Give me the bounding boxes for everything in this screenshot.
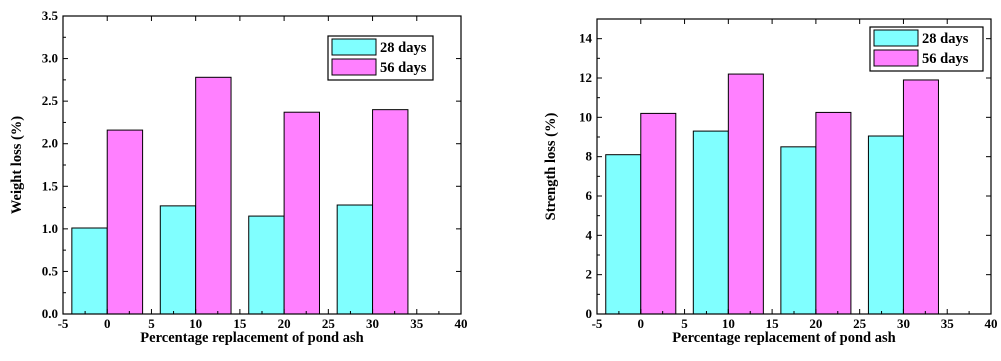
bar-28-days-0 — [71, 227, 108, 315]
x-tick-label: -5 — [58, 316, 69, 331]
y-tick-label: 0 — [586, 306, 593, 321]
x-tick-label: -5 — [592, 316, 603, 331]
y-tick-label: 3.0 — [42, 51, 58, 66]
x-tick-label: 15 — [233, 316, 247, 331]
chart-panel-2: -5 0 5 10 15 20 25 30 35 4002468101214Percentage … — [543, 18, 998, 346]
legend-swatch-28-days — [331, 38, 377, 56]
y-tick-label: 14 — [579, 31, 593, 46]
legend-swatch-56-days — [331, 58, 377, 76]
bar-28-days-10 — [159, 205, 197, 315]
x-tick-label: 15 — [766, 316, 780, 331]
legend-label-28-days: 28 days — [380, 40, 427, 56]
y-tick-label: 12 — [579, 70, 592, 85]
y-tick-label: 3.5 — [42, 8, 59, 23]
bar-56-days-20 — [283, 111, 320, 315]
x-tick-label: 35 — [410, 316, 424, 331]
bar-56-days-30 — [902, 79, 939, 315]
bar-28-days-20 — [248, 215, 285, 315]
y-tick-label: 2 — [586, 267, 593, 282]
y-tick-label: 4 — [586, 227, 593, 242]
x-tick-label: 10 — [189, 316, 202, 331]
bar-56-days-0 — [106, 129, 144, 315]
x-tick-label: 25 — [322, 316, 336, 331]
y-tick-label: 2.5 — [42, 93, 59, 108]
y-tick-label: 0.5 — [42, 263, 59, 278]
y-tick-label: 10 — [579, 109, 592, 124]
x-tick-label: 20 — [809, 316, 822, 331]
bar-28-days-30 — [336, 204, 374, 315]
x-tick-label: 5 — [681, 316, 688, 331]
bar-56-days-10 — [195, 76, 232, 315]
chart-panel-1: -5 0 5 10 15 20 25 30 35 40 0.0 0.5 1.0 1.5 2.0 2.5 3.0 3… — [9, 8, 468, 346]
x-tick-label: 35 — [941, 316, 955, 331]
bar-28-days-0 — [605, 154, 642, 315]
legend-label-28-days: 28 days — [922, 31, 969, 47]
x-tick-label: 40 — [455, 316, 468, 331]
y-tick-label: 1.5 — [42, 178, 59, 193]
y-tick-label: 8 — [586, 149, 593, 164]
legend-swatch-28-days — [873, 29, 919, 47]
y-axis-label: Strength loss (%) — [543, 112, 559, 220]
y-tick-label: 0.0 — [42, 306, 58, 321]
bar-28-days-10 — [692, 130, 729, 315]
x-axis-label: Percentage replacement of pond ash — [672, 330, 895, 346]
legend: 28 days 56 days — [869, 26, 984, 72]
bar-56-days-30 — [372, 109, 409, 315]
x-tick-label: 0 — [104, 316, 111, 331]
x-tick-label: 0 — [638, 316, 645, 331]
legend: 28 days 56 days — [327, 35, 434, 81]
legend-label-56-days: 56 days — [380, 60, 427, 76]
x-tick-label: 30 — [897, 316, 910, 331]
x-tick-label: 40 — [985, 316, 998, 331]
x-tick-label: 30 — [366, 316, 379, 331]
x-tick-label: 5 — [148, 316, 155, 331]
x-tick-label: 10 — [722, 316, 735, 331]
bar-28-days-30 — [867, 135, 904, 315]
bar-28-days-20 — [780, 146, 817, 315]
y-axis-label: Weight loss (%) — [9, 116, 25, 214]
y-tick-label: 6 — [586, 188, 593, 203]
bar-56-days-10 — [727, 73, 764, 315]
x-tick-label: 20 — [278, 316, 291, 331]
y-tick-label: 2.0 — [42, 136, 58, 151]
x-axis-label: Percentage replacement of pond ash — [140, 330, 363, 346]
legend-label-56-days: 56 days — [922, 51, 969, 67]
bar-56-days-0 — [640, 112, 677, 315]
x-tick-label: 25 — [853, 316, 867, 331]
y-tick-label: 1.0 — [42, 221, 58, 236]
legend-swatch-56-days — [873, 49, 919, 67]
bar-56-days-20 — [815, 111, 852, 315]
